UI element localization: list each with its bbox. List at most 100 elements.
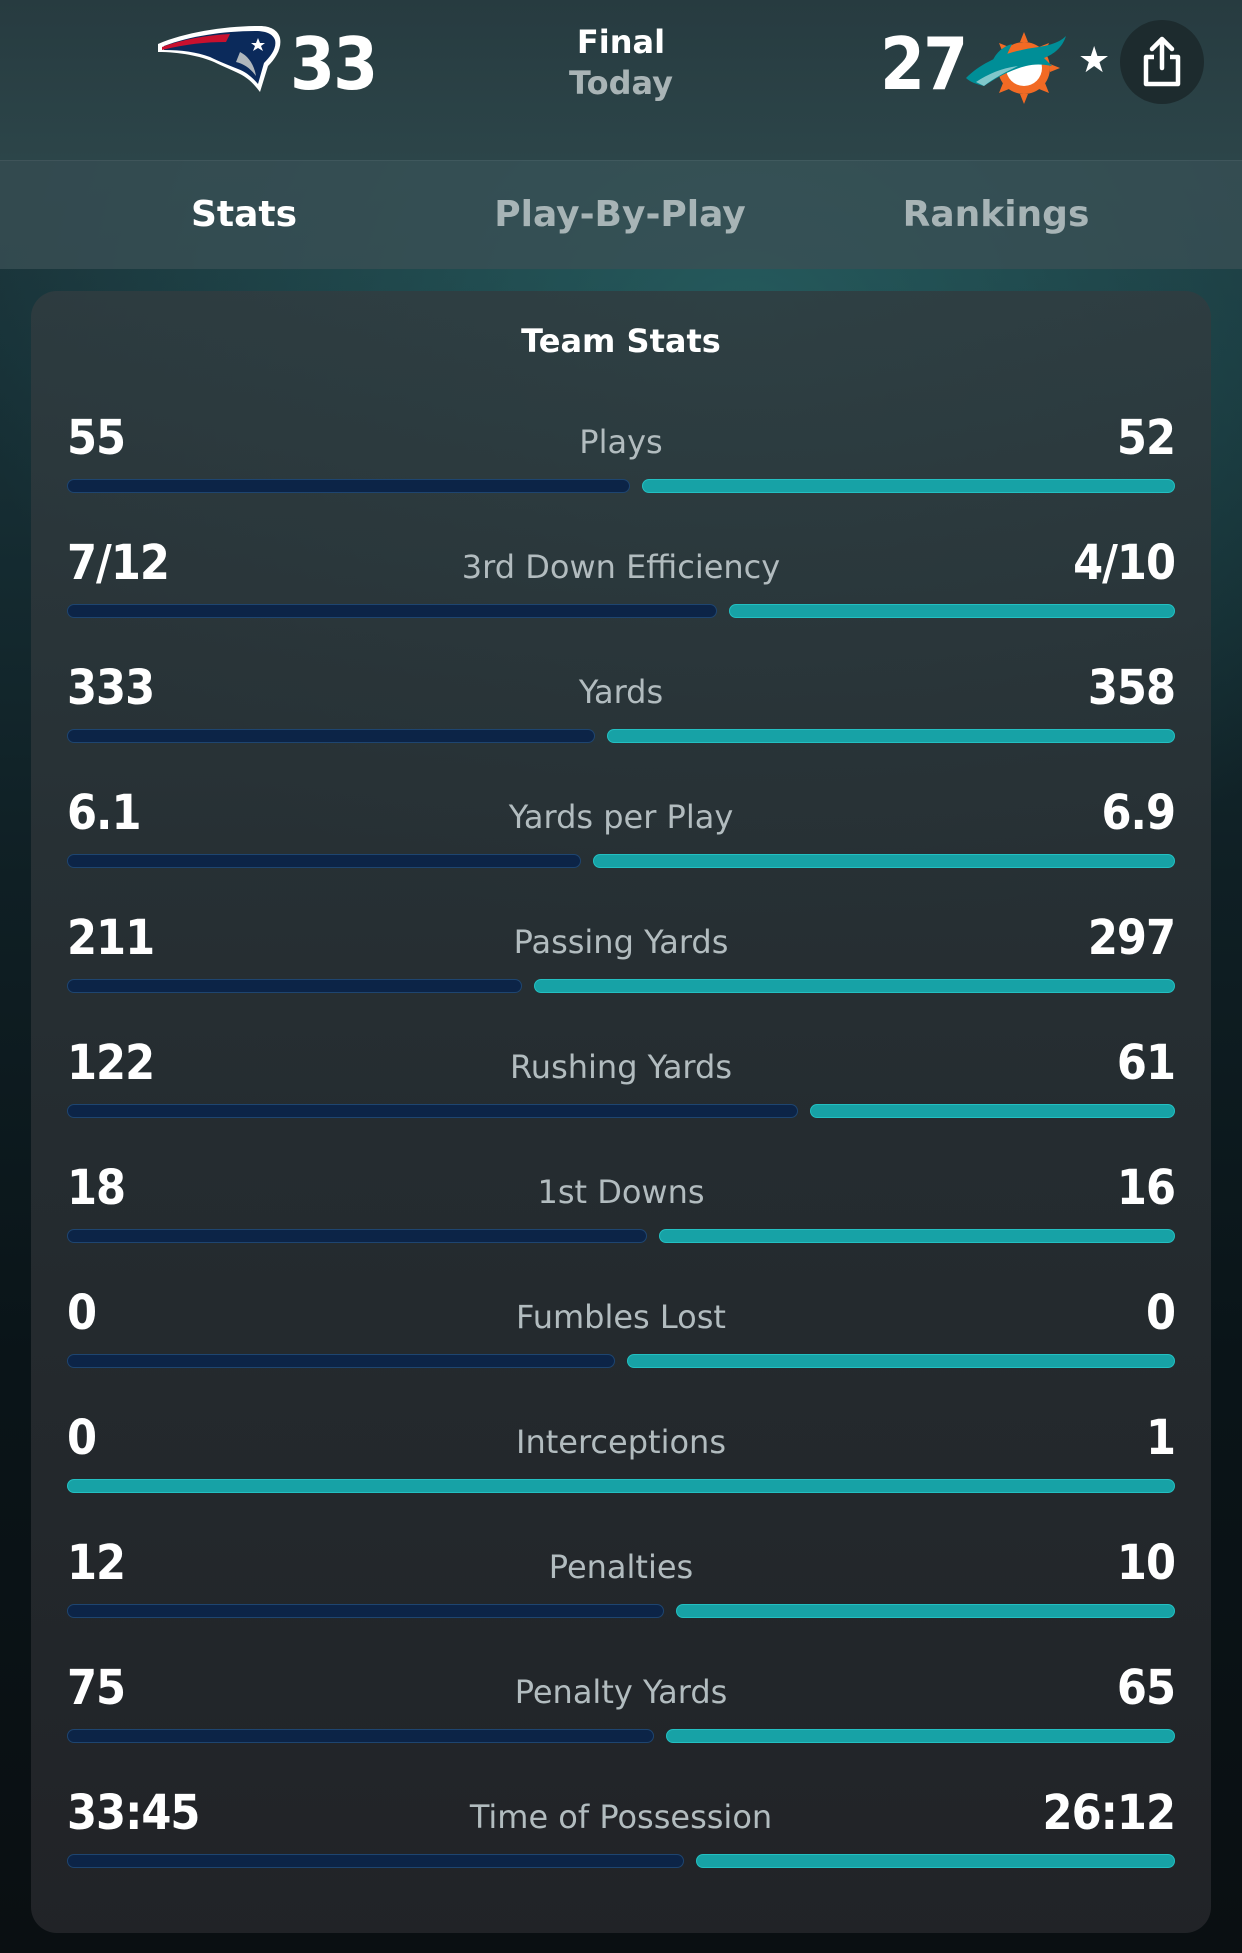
game-status: Final Today bbox=[471, 22, 771, 104]
share-icon bbox=[1143, 36, 1181, 87]
favorite-star-icon[interactable]: ★ bbox=[1078, 40, 1111, 81]
away-stat-bar bbox=[627, 1354, 1175, 1368]
stat-label: Yards per Play bbox=[508, 798, 734, 836]
home-stat-bar bbox=[67, 1604, 664, 1618]
stat-row-penalty-yards: 75 Penalty Yards 65 bbox=[67, 1658, 1176, 1758]
away-stat-value: 61 bbox=[1116, 1035, 1176, 1091]
stat-label: Plays bbox=[579, 423, 663, 461]
home-stat-value: 33:45 bbox=[67, 1785, 200, 1841]
home-stat-value: 55 bbox=[67, 410, 126, 466]
away-stat-value: 6.9 bbox=[1101, 785, 1176, 841]
stat-comparison-bar bbox=[67, 1229, 1175, 1243]
stat-comparison-bar bbox=[67, 729, 1175, 743]
stat-row-rushing-yards: 122 Rushing Yards 61 bbox=[67, 1033, 1176, 1133]
home-stat-bar bbox=[67, 1729, 654, 1743]
home-stat-bar bbox=[67, 979, 522, 993]
away-stat-bar bbox=[696, 1854, 1175, 1868]
home-stat-value: 0 bbox=[67, 1410, 97, 1466]
stat-row-yards: 333 Yards 358 bbox=[67, 658, 1176, 758]
stat-row-time-of-possession: 33:45 Time of Possession 26:12 bbox=[67, 1783, 1176, 1883]
team-stats-card: Team Stats 55 Plays 52 7/12 3rd Down Eff… bbox=[31, 291, 1211, 1933]
tab-play-by-play[interactable]: Play-By-Play bbox=[494, 194, 746, 235]
away-stat-bar bbox=[659, 1229, 1175, 1243]
away-stat-bar bbox=[729, 604, 1175, 618]
away-stat-value: 52 bbox=[1116, 410, 1176, 466]
away-stat-value: 358 bbox=[1087, 660, 1176, 716]
stat-row-penalties: 12 Penalties 10 bbox=[67, 1533, 1176, 1633]
stat-label: 1st Downs bbox=[537, 1173, 705, 1211]
home-stat-bar bbox=[67, 729, 595, 743]
game-status-final: Final bbox=[576, 23, 666, 61]
stat-comparison-bar bbox=[67, 1604, 1175, 1618]
away-stat-value: 4/10 bbox=[1073, 535, 1176, 591]
stat-label: Penalties bbox=[548, 1548, 694, 1586]
stat-label: Yards bbox=[578, 673, 664, 711]
stat-comparison-bar bbox=[67, 854, 1175, 868]
home-stat-value: 211 bbox=[67, 910, 155, 966]
home-stat-value: 12 bbox=[67, 1535, 126, 1591]
tab-stats[interactable]: Stats bbox=[190, 194, 298, 235]
team-stats-title: Team Stats bbox=[521, 322, 721, 360]
stat-comparison-bar bbox=[67, 604, 1175, 618]
away-stat-bar bbox=[676, 1604, 1175, 1618]
away-stat-bar bbox=[67, 1479, 1175, 1493]
stat-comparison-bar bbox=[67, 1354, 1175, 1368]
tab-bar: Stats Play-By-Play Rankings bbox=[0, 160, 1242, 269]
tab-rankings[interactable]: Rankings bbox=[902, 194, 1090, 235]
stat-comparison-bar bbox=[67, 479, 1175, 493]
away-stat-bar bbox=[534, 979, 1175, 993]
stat-row-1st-downs: 18 1st Downs 16 bbox=[67, 1158, 1176, 1258]
away-stat-value: 1 bbox=[1145, 1410, 1176, 1466]
stat-row-interceptions: 0 Interceptions 1 bbox=[67, 1408, 1176, 1508]
home-stat-bar bbox=[67, 479, 630, 493]
away-stat-value: 10 bbox=[1116, 1535, 1176, 1591]
away-stat-value: 26:12 bbox=[1042, 1785, 1176, 1841]
stat-comparison-bar bbox=[67, 1104, 1175, 1118]
stat-label: Rushing Yards bbox=[509, 1048, 732, 1086]
stat-row-yards-per-play: 6.1 Yards per Play 6.9 bbox=[67, 783, 1176, 883]
away-stat-bar bbox=[666, 1729, 1175, 1743]
home-stat-value: 75 bbox=[67, 1660, 126, 1716]
stat-row-plays: 55 Plays 52 bbox=[67, 408, 1176, 508]
stat-label: Interceptions bbox=[516, 1423, 726, 1461]
away-stat-value: 16 bbox=[1116, 1160, 1176, 1216]
stat-row-passing-yards: 211 Passing Yards 297 bbox=[67, 908, 1176, 1008]
home-stat-value: 6.1 bbox=[67, 785, 141, 841]
away-stat-value: 0 bbox=[1145, 1285, 1176, 1341]
stat-label: Fumbles Lost bbox=[516, 1298, 726, 1336]
stat-label: 3rd Down Efficiency bbox=[461, 548, 781, 586]
away-stat-bar bbox=[810, 1104, 1175, 1118]
game-date: Today bbox=[569, 64, 673, 102]
away-stat-value: 297 bbox=[1087, 910, 1176, 966]
away-score: 27 bbox=[880, 22, 968, 106]
home-stat-value: 333 bbox=[67, 660, 155, 716]
away-stat-value: 65 bbox=[1116, 1660, 1176, 1716]
share-button[interactable] bbox=[1120, 20, 1204, 104]
stat-row-3rd-down-efficiency: 7/12 3rd Down Efficiency 4/10 bbox=[67, 533, 1176, 633]
stat-comparison-bar bbox=[67, 1729, 1175, 1743]
stat-label: Time of Possession bbox=[469, 1798, 773, 1836]
home-stat-bar bbox=[67, 1354, 615, 1368]
home-score: 33 bbox=[290, 22, 378, 106]
home-stat-value: 122 bbox=[67, 1035, 155, 1091]
home-stat-value: 18 bbox=[67, 1160, 126, 1216]
dolphins-logo-icon[interactable] bbox=[962, 22, 1068, 104]
stat-label: Penalty Yards bbox=[514, 1673, 728, 1711]
stat-comparison-bar bbox=[67, 1479, 1175, 1493]
home-stat-bar bbox=[67, 1104, 798, 1118]
away-stat-bar bbox=[593, 854, 1175, 868]
away-stat-bar bbox=[607, 729, 1175, 743]
stat-label: Passing Yards bbox=[513, 923, 729, 961]
home-stat-value: 0 bbox=[67, 1285, 97, 1341]
stat-comparison-bar bbox=[67, 1854, 1175, 1868]
home-stat-bar bbox=[67, 1229, 647, 1243]
home-stat-value: 7/12 bbox=[67, 535, 170, 591]
stat-row-fumbles-lost: 0 Fumbles Lost 0 bbox=[67, 1283, 1176, 1383]
game-header: 33 Final Today 27 ★ bbox=[0, 0, 1242, 160]
home-stat-bar bbox=[67, 604, 717, 618]
stat-comparison-bar bbox=[67, 979, 1175, 993]
away-stat-bar bbox=[642, 479, 1175, 493]
home-stat-bar bbox=[67, 854, 581, 868]
patriots-logo-icon[interactable] bbox=[156, 22, 284, 96]
home-stat-bar bbox=[67, 1854, 684, 1868]
